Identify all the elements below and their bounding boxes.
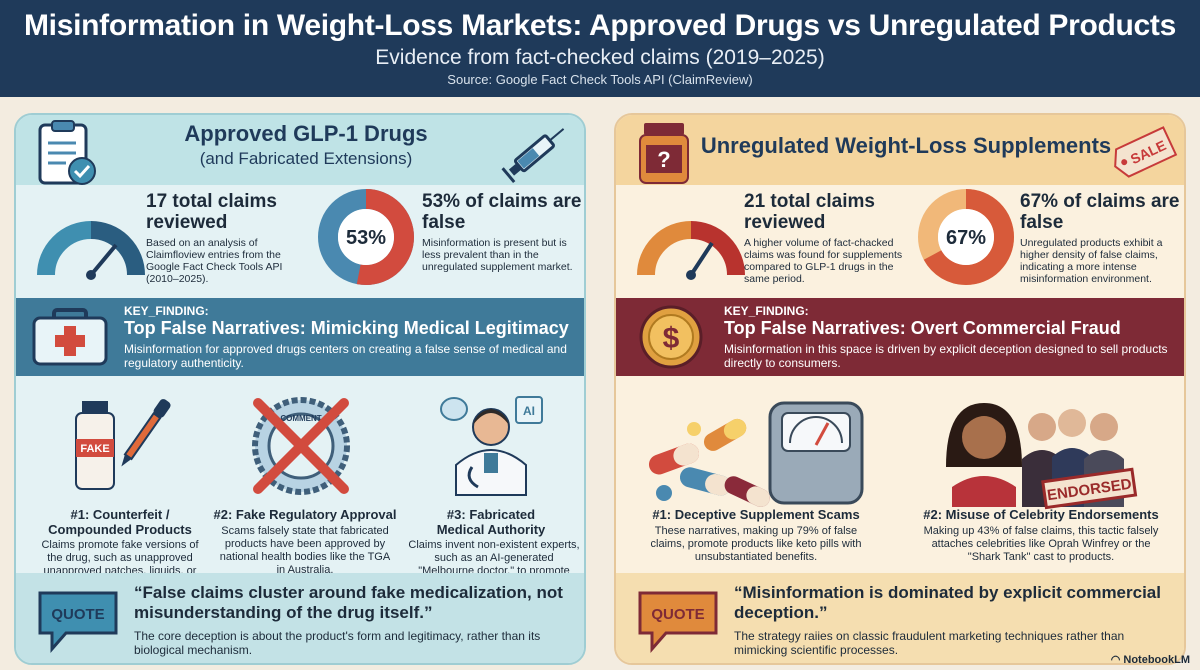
left-item1-title: #1: Counterfeit / Compounded Products xyxy=(48,507,192,537)
right-claims-gauge-icon xyxy=(637,221,745,280)
left-key-finding-label: KEY_FINDING: xyxy=(124,304,209,318)
right-item1-title: #1: Deceptive Supplement Scams xyxy=(652,507,860,522)
right-item2-title: #2: Misuse of Celebrity Endorsements xyxy=(923,507,1159,522)
left-false-claims-desc: Misinformation is present but is less pr… xyxy=(422,237,573,273)
unregulated-supplements-panel: ? Unregulated Weight-Loss Supplements SA… xyxy=(614,113,1186,665)
fake-bottle-icon: FAKE xyxy=(75,399,171,490)
left-panel-title: Approved GLP-1 Drugs (and Fabricated Ext… xyxy=(166,121,446,169)
left-key-finding-desc: Misinformation for approved drugs center… xyxy=(124,342,567,370)
claims-gauge-icon xyxy=(37,221,145,280)
left-title-line1: Approved GLP-1 Drugs xyxy=(184,121,428,146)
right-item2-desc: Making up 43% of false claims, this tact… xyxy=(923,525,1159,563)
approved-drugs-panel: Approved GLP-1 Drugs (and Fabricated Ext… xyxy=(14,113,586,665)
left-total-claims-desc: Based on an analysis of Claimfloview ent… xyxy=(146,237,283,285)
left-quote-band: QUOTE “False claims cluster around fake … xyxy=(16,573,584,663)
brand-label: NotebookLM xyxy=(1123,654,1190,666)
notebooklm-brand: ◠ NotebookLM xyxy=(1111,653,1190,666)
source-note: Source: Google Fact Check Tools API (Cla… xyxy=(447,72,753,87)
right-title-bar xyxy=(616,115,1184,185)
right-key-finding-desc: Misinformation in this space is driven b… xyxy=(724,342,1168,370)
right-quote-sub: The strategy raiies on classic fraudulen… xyxy=(734,629,1125,657)
left-key-finding-title: Top False Narratives: Mimicking Medical … xyxy=(124,318,569,338)
left-donut-label: 53% xyxy=(346,227,386,249)
right-key-finding-title: Top False Narratives: Overt Commercial F… xyxy=(724,318,1121,338)
right-quote-bubble-icon: QUOTE xyxy=(638,591,718,653)
right-donut-label: 67% xyxy=(946,227,986,249)
right-total-claims-desc: A higher volume of fact-chacked claims w… xyxy=(744,237,903,285)
celebrity-endorsement-icon: ENDORSED xyxy=(946,403,1138,510)
notebooklm-logo-icon: ◠ xyxy=(1110,654,1124,666)
left-false-claims: 53% of claims are false xyxy=(422,191,582,233)
page-subtitle: Evidence from fact-checked claims (2019–… xyxy=(375,46,825,69)
right-panel-title: Unregulated Weight-Loss Supplements xyxy=(700,133,1112,158)
quote-bubble-icon: QUOTE xyxy=(38,591,118,653)
right-false-claims-desc: Unregulated products exhibit a higher de… xyxy=(1020,237,1163,285)
sale-tag-icon: SALE xyxy=(1114,126,1178,178)
pills-and-scale-icon xyxy=(648,401,864,507)
svg-text:$: $ xyxy=(663,322,680,355)
left-title-line2: (and Fabricated Extensions) xyxy=(199,149,413,168)
page-title: Misinformation in Weight-Loss Markets: A… xyxy=(23,9,1177,42)
fake-label-text: FAKE xyxy=(80,443,109,455)
left-total-claims: 17 total claims reviewed xyxy=(146,191,277,233)
left-quote-label: QUOTE xyxy=(51,606,104,623)
left-false-donut: 53% xyxy=(318,189,414,285)
right-key-finding-label: KEY_FINDING: xyxy=(724,304,809,318)
syringe-icon xyxy=(501,128,565,183)
left-item2-title: #2: Fake Regulatory Approval xyxy=(213,507,397,522)
left-key-finding-band: KEY_FINDING: Top False Narratives: Mimic… xyxy=(16,298,584,376)
right-quote-band: QUOTE “Misinformation is dominated by ex… xyxy=(616,573,1184,663)
left-quote-sub: The core deception is about the product'… xyxy=(134,629,541,657)
seal-text: COMMENT xyxy=(280,414,321,423)
left-quote-text: “False claims cluster around fake medica… xyxy=(134,583,563,622)
svg-text:?: ? xyxy=(657,147,670,172)
right-donut-false-arc xyxy=(918,189,1014,285)
right-item1-desc: These narratives, making up 79% of false… xyxy=(650,525,862,563)
header-banner: Misinformation in Weight-Loss Markets: A… xyxy=(0,0,1200,97)
right-quote-text: “Misinformation is dominated by explicit… xyxy=(734,583,1161,622)
question-bottle-icon: ? xyxy=(639,123,689,184)
right-quote-label: QUOTE xyxy=(651,606,704,623)
ai-chip-text: AI xyxy=(523,404,535,418)
left-item3-title: #3: Fabricated Medical Authority xyxy=(436,507,546,537)
right-key-finding-band: $ KEY_FINDING: Top False Narratives: Ove… xyxy=(616,298,1184,376)
first-aid-kit-icon xyxy=(32,308,108,366)
clipboard-check-icon xyxy=(38,120,96,185)
dollar-coin-icon: $ xyxy=(639,305,703,369)
right-false-donut: 67% xyxy=(918,189,1014,285)
ai-doctor-icon: AI xyxy=(440,396,543,496)
right-false-claims: 67% of claims are false xyxy=(1020,191,1180,233)
left-donut-false-arc xyxy=(318,189,414,285)
right-total-claims: 21 total claims reviewed xyxy=(744,191,875,233)
left-title-bar xyxy=(16,115,584,185)
crossed-seal-icon: COMMENT xyxy=(252,397,350,495)
left-item2-desc: Scams falsely state that fabricated prod… xyxy=(219,525,391,576)
